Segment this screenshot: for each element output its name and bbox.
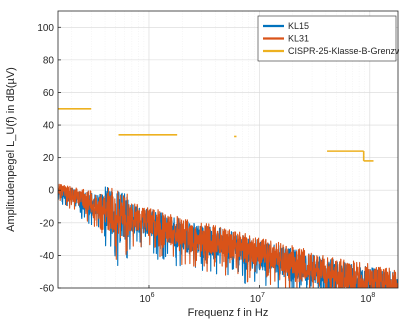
y-axis-ticks: -60 -40 -20 0 20 40 60 80 100 <box>37 23 61 295</box>
y-tick-label: -60 <box>40 284 55 295</box>
y-tick-label: 100 <box>37 23 54 34</box>
y-tick-label: -40 <box>40 251 55 262</box>
y-axis-label: Amplitudenpegel L_U(f) in dB(µV) <box>5 67 17 232</box>
chart-grid <box>58 11 398 289</box>
y-tick-label: 60 <box>43 88 55 99</box>
y-tick-label: 80 <box>43 55 55 66</box>
x-tick-label: 107 <box>250 292 265 305</box>
chart-series-layer <box>58 107 398 288</box>
x-tick-label: 106 <box>139 292 154 305</box>
y-tick-label: -20 <box>40 218 55 229</box>
y-tick-label: 40 <box>43 121 55 132</box>
chart-axes-box <box>57 10 399 289</box>
series-kl31-line <box>58 183 398 288</box>
y-tick-label: 0 <box>48 186 54 197</box>
chart-legend: KL15 KL31 CISPR-25-Klasse-B-Grenzwert <box>257 15 399 62</box>
x-tick-label: 108 <box>360 292 375 305</box>
x-axis-ticks: 106 107 108 <box>139 285 375 305</box>
legend-label: CISPR-25-Klasse-B-Grenzwert <box>288 46 399 56</box>
y-tick-label: 20 <box>43 153 55 164</box>
x-axis-label: Frequenz f in Hz <box>188 307 269 319</box>
legend-label: KL31 <box>288 34 309 44</box>
legend-label: KL15 <box>288 21 309 31</box>
